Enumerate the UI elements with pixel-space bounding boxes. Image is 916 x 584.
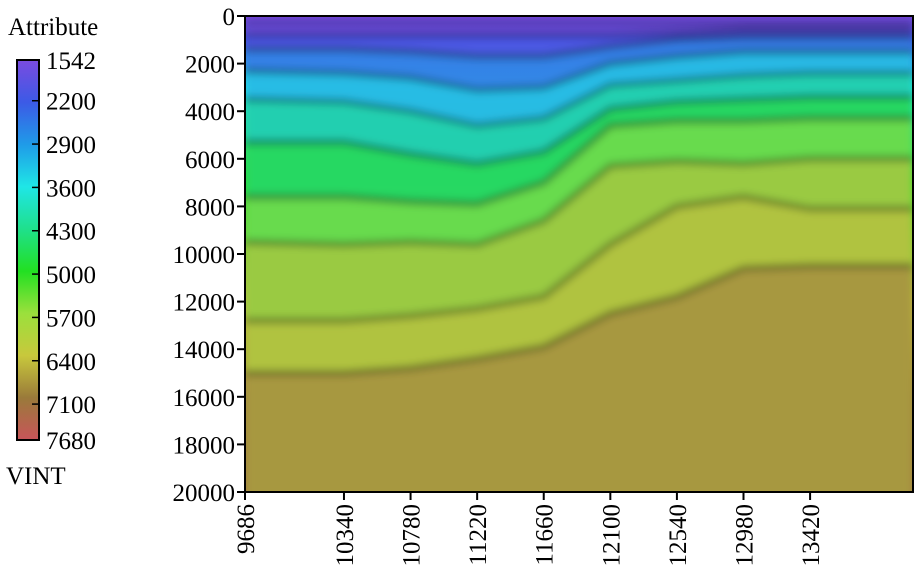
colorbar-tick: 2900 [32,132,96,159]
colorbar-tick: 1542 [32,48,96,75]
x-tick: 12980 [732,492,759,567]
y-tick: 4000 [185,99,245,126]
x-tick: 11220 [465,492,492,566]
layer-boundary [245,193,913,324]
x-tick-label: 11660 [532,504,559,566]
colorbar-tick-label: 2900 [46,132,96,159]
y-tick: 6000 [185,147,245,174]
layer-boundary [245,262,913,376]
colorbar-tick-label: 5000 [46,262,96,289]
x-tick-label: 12980 [732,504,759,567]
layer-boundary [245,70,913,129]
y-tick: 10000 [173,242,245,269]
y-tick: 12000 [173,290,245,317]
colorbar-tick: 3600 [32,175,96,202]
y-tick-label: 4000 [185,99,235,126]
y-tick: 14000 [173,337,245,364]
x-tick: 12540 [665,492,692,567]
y-tick: 2000 [185,52,245,79]
x-tick: 10780 [399,492,426,567]
x-tick-label: 13420 [798,504,825,567]
layer-boundary [245,93,913,167]
layer-boundary [245,34,913,60]
y-tick-label: 6000 [185,147,235,174]
x-tick-label: 11220 [465,504,492,566]
colorbar-tick: 4300 [32,219,96,246]
x-tick: 12100 [598,492,625,567]
velocity-layers [245,20,913,492]
y-tick: 16000 [173,385,245,412]
x-axis: 9686 10340 10780 11220 11660 12100 12540 12980 1… [233,492,825,567]
y-tick: 8000 [185,194,245,221]
colorbar-tick-label: 3600 [46,175,96,202]
colorbar-tick-label: 4300 [46,219,96,246]
colorbar-tick-label: 5700 [46,305,96,332]
colorbar-tick: 5000 [32,262,96,289]
layer-boundary [245,115,913,208]
colorbar-tick-label: 7100 [46,392,96,419]
y-tick-label: 14000 [173,337,236,364]
layer-boundary [245,27,913,38]
colorbar-ticks: 1542 2200 2900 3600 4300 5000 5700 6400 7100 7680 [32,48,96,455]
x-tick-label: 10780 [399,504,426,567]
y-tick: 20000 [173,480,245,507]
y-tick-label: 2000 [185,52,235,79]
x-tick: 13420 [798,492,825,567]
y-tick-label: 10000 [173,242,236,269]
layer-boundary [245,48,913,93]
velocity-layer [245,265,913,492]
colorbar [16,59,40,441]
colorbar-title: Attribute [8,14,98,41]
x-tick-label: 12100 [598,504,625,567]
y-tick-label: 8000 [185,194,235,221]
x-tick-label: 12540 [665,504,692,567]
colorbar-label: VINT [6,463,66,490]
y-tick-label: 20000 [173,480,236,507]
y-tick-label: 0 [223,4,236,31]
x-tick: 9686 [233,492,260,554]
y-tick-label: 16000 [173,385,236,412]
layer-boundary [245,155,913,248]
colorbar-tick: 7680 [32,428,96,455]
colorbar-tick-label: 1542 [46,48,96,75]
y-tick-label: 12000 [173,290,236,317]
colorbar-tick-label: 2200 [46,89,96,116]
y-tick-label: 18000 [173,432,236,459]
y-axis: 0 2000 4000 6000 8000 10000 12000 14000 16000 180… [173,4,245,507]
plot-area [245,16,913,492]
x-tick: 11660 [532,492,559,566]
colorbar-tick: 6400 [32,349,96,376]
y-tick: 18000 [173,432,245,459]
colorbar-tick-label: 7680 [46,428,96,455]
colorbar-tick: 5700 [32,305,96,332]
x-tick-label: 10340 [332,504,359,567]
colorbar-tick-label: 6400 [46,349,96,376]
colorbar-tick: 2200 [32,89,96,116]
x-tick: 10340 [332,492,359,567]
x-tick-label: 9686 [233,504,260,554]
colorbar-tick: 7100 [32,392,96,419]
y-tick: 0 [223,4,245,31]
